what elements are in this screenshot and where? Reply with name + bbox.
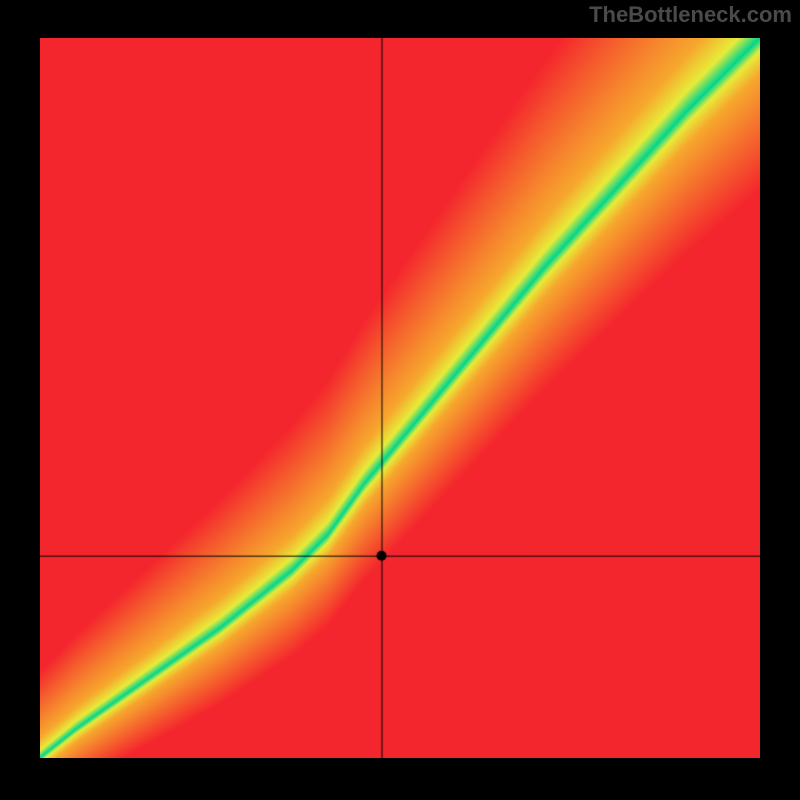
chart-container: TheBottleneck.com (0, 0, 800, 800)
heatmap-plot (40, 38, 760, 758)
watermark-text: TheBottleneck.com (589, 2, 792, 28)
heatmap-canvas (40, 38, 760, 758)
